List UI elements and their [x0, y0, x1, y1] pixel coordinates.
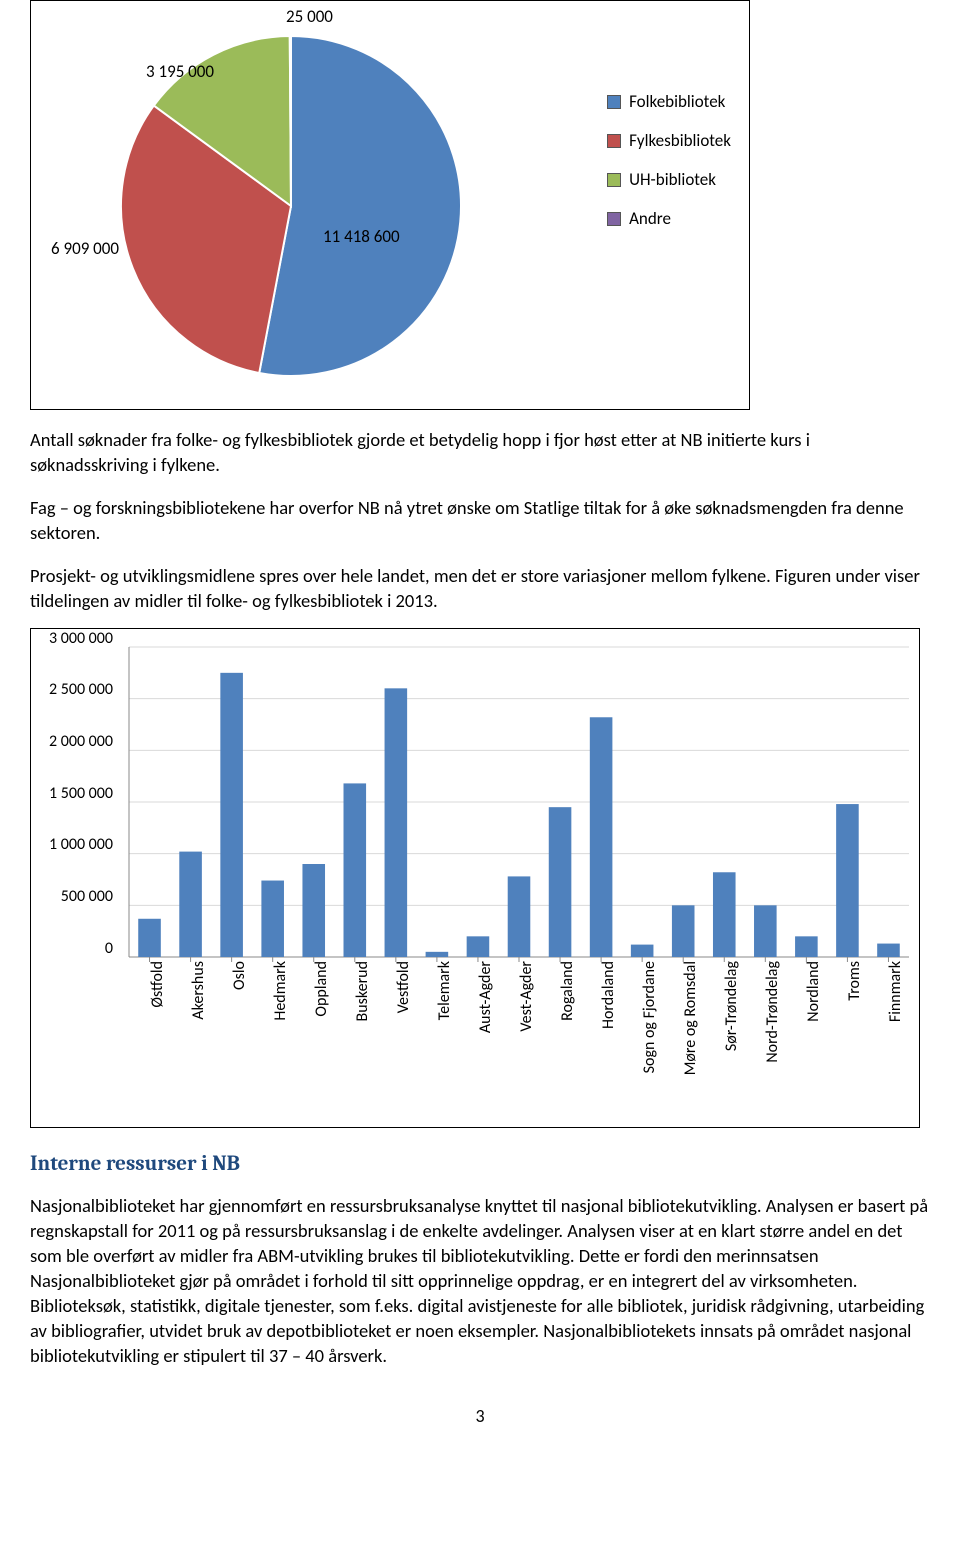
bar-xtick-18: Finnmark [886, 961, 905, 1121]
legend-label: Folkebibliotek [629, 91, 725, 112]
pie-callout-0: 11 418 600 [323, 226, 400, 247]
bar-ytick-6: 3 000 000 [31, 629, 113, 648]
bar-7 [426, 952, 449, 957]
pie-slice-3 [290, 36, 291, 206]
bar-2 [220, 673, 243, 957]
bar-ytick-3: 1 500 000 [31, 784, 113, 803]
legend-swatch-icon [607, 134, 621, 148]
bar-18 [877, 943, 900, 956]
bar-ytick-4: 2 000 000 [31, 732, 113, 751]
paragraph-3: Prosjekt- og utviklingsmidlene spres ove… [30, 564, 930, 614]
pie-callout-3: 25 000 [286, 6, 333, 27]
bar-5 [344, 783, 367, 957]
bar-xtick-0: Østfold [148, 961, 167, 1121]
paragraph-1: Antall søknader fra folke- og fylkesbibl… [30, 428, 930, 478]
bar-xtick-4: Oppland [312, 961, 331, 1121]
bar-13 [672, 905, 695, 957]
bar-xtick-6: Vestfold [394, 961, 413, 1121]
pie-legend-item-2: UH-bibliotek [607, 169, 731, 190]
pie-chart-container: Folkebibliotek Fylkesbibliotek UH-bibliote… [30, 0, 750, 410]
bar-xtick-9: Vest-Agder [517, 961, 536, 1121]
pie-callout-1: 6 909 000 [51, 238, 119, 259]
bar-xtick-13: Møre og Romsdal [681, 961, 700, 1121]
legend-label: UH-bibliotek [629, 169, 716, 190]
bar-17 [836, 804, 859, 957]
bar-xtick-2: Oslo [230, 961, 249, 1121]
bar-15 [754, 905, 777, 957]
bar-xtick-10: Rogaland [558, 961, 577, 1121]
paragraph-2: Fag – og forskningsbibliotekene har over… [30, 496, 930, 546]
bar-xtick-15: Nord-Trøndelag [763, 961, 782, 1121]
bar-12 [631, 944, 654, 956]
paragraph-4: Nasjonalbiblioteket har gjennomført en r… [30, 1194, 930, 1369]
bar-xtick-12: Sogn og Fjordane [640, 961, 659, 1121]
bar-xtick-5: Buskerud [353, 961, 372, 1121]
pie-legend-item-3: Andre [607, 208, 731, 229]
bar-0 [138, 919, 161, 957]
bar-6 [385, 688, 408, 957]
bar-ytick-0: 0 [31, 939, 113, 958]
pie-callout-2: 3 195 000 [146, 61, 214, 82]
legend-label: Fylkesbibliotek [629, 130, 731, 151]
paragraph-1-text: Antall søknader fra folke- og fylkesbibl… [30, 428, 930, 478]
bar-xtick-8: Aust-Agder [476, 961, 495, 1121]
bar-11 [590, 717, 613, 957]
bar-14 [713, 872, 736, 957]
legend-swatch-icon [607, 95, 621, 109]
pie-legend-item-0: Folkebibliotek [607, 91, 731, 112]
bar-8 [467, 936, 490, 957]
document-page: Folkebibliotek Fylkesbibliotek UH-bibliote… [0, 0, 960, 1457]
pie-legend-item-1: Fylkesbibliotek [607, 130, 731, 151]
page-number: 3 [30, 1405, 930, 1427]
bar-4 [302, 864, 325, 957]
bar-ytick-5: 2 500 000 [31, 680, 113, 699]
bar-ytick-2: 1 000 000 [31, 835, 113, 854]
bar-xtick-11: Hordaland [599, 961, 618, 1121]
bar-1 [179, 851, 202, 956]
section-heading: Interne ressurser i NB [30, 1152, 930, 1176]
paragraph-4-text: Nasjonalbiblioteket har gjennomført en r… [30, 1194, 930, 1369]
bar-chart-container: 0 500 000 1 000 000 1 500 000 2 000 000 2 500… [30, 628, 920, 1128]
legend-label: Andre [629, 208, 671, 229]
pie-chart [51, 1, 491, 401]
paragraph-3-text: Prosjekt- og utviklingsmidlene spres ove… [30, 564, 930, 614]
bar-ytick-1: 500 000 [31, 887, 113, 906]
bar-10 [549, 807, 572, 957]
bar-xtick-17: Troms [845, 961, 864, 1121]
bar-3 [261, 880, 284, 956]
legend-swatch-icon [607, 212, 621, 226]
legend-swatch-icon [607, 173, 621, 187]
bar-xtick-7: Telemark [435, 961, 454, 1121]
bar-xtick-14: Sør-Trøndelag [722, 961, 741, 1121]
bar-xtick-16: Nordland [804, 961, 823, 1121]
bar-16 [795, 936, 818, 957]
paragraph-2-text: Fag – og forskningsbibliotekene har over… [30, 496, 930, 546]
pie-legend: Folkebibliotek Fylkesbibliotek UH-bibliote… [607, 91, 731, 247]
bar-xtick-3: Hedmark [271, 961, 290, 1121]
bar-xtick-1: Akershus [189, 961, 208, 1121]
bar-9 [508, 876, 531, 957]
